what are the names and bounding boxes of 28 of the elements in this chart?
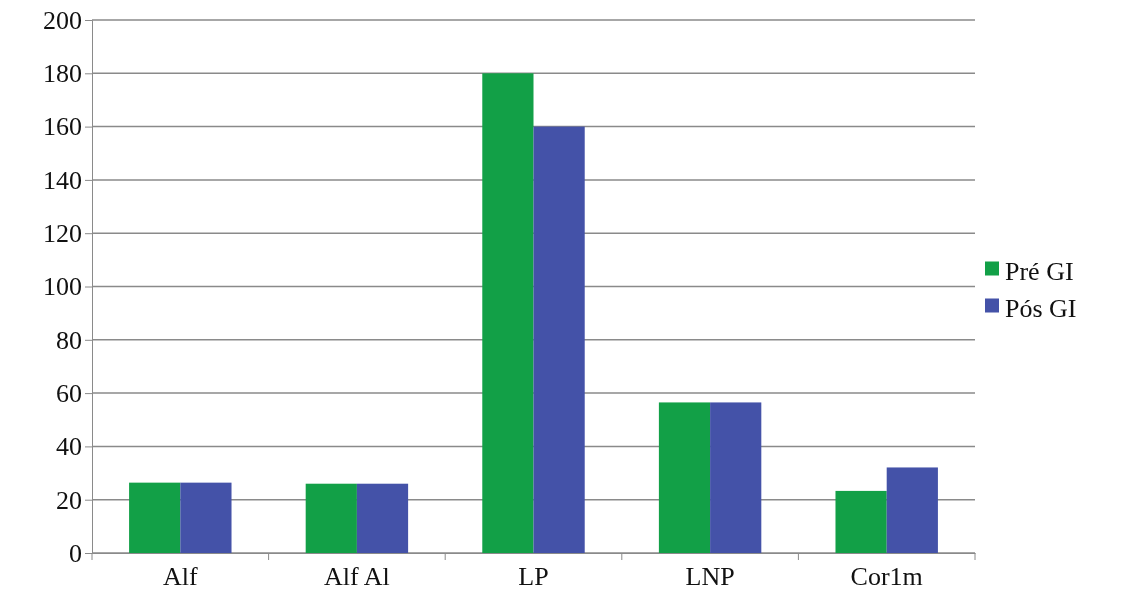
- x-tick-label: Cor1m: [850, 562, 923, 592]
- x-tick-label: Alf: [162, 562, 198, 592]
- y-tick-label: 100: [43, 272, 82, 302]
- y-tick-label: 40: [56, 432, 82, 462]
- legend-label: Pós GI: [1005, 294, 1077, 324]
- bar: [305, 483, 357, 553]
- bar: [835, 490, 887, 553]
- x-tick-label: Alf Al: [324, 562, 390, 592]
- bar: [658, 402, 711, 553]
- bar: [180, 482, 232, 553]
- legend-label: Pré GI: [1005, 257, 1074, 287]
- bar: [356, 483, 409, 553]
- y-tick-label: 20: [56, 485, 82, 515]
- y-tick-label: 80: [56, 325, 82, 355]
- bar: [886, 467, 938, 553]
- y-tick-label: 160: [43, 112, 82, 142]
- y-tick-label: 60: [56, 378, 82, 408]
- y-tick-label: 120: [43, 219, 82, 249]
- x-tick-label: LNP: [685, 562, 735, 592]
- bar: [533, 126, 585, 553]
- bar: [710, 402, 762, 553]
- y-tick-label: 0: [69, 538, 82, 568]
- y-tick-label: 140: [43, 165, 82, 195]
- bar: [129, 482, 181, 553]
- y-tick-label: 180: [43, 59, 82, 89]
- x-tick-label: LP: [518, 562, 549, 592]
- bar: [482, 73, 534, 553]
- y-tick-label: 200: [43, 5, 82, 35]
